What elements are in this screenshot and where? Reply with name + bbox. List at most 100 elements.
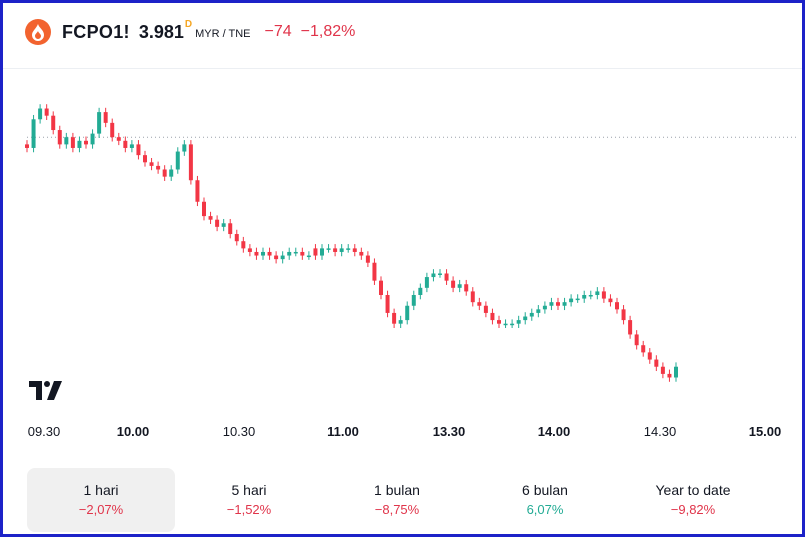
candle bbox=[221, 218, 226, 232]
period-label: 5 hari bbox=[231, 482, 267, 498]
period-change: −8,75% bbox=[374, 502, 420, 517]
candle bbox=[418, 283, 423, 300]
candle bbox=[346, 244, 351, 253]
candle-body bbox=[497, 320, 501, 324]
candle bbox=[523, 312, 528, 325]
candle-body bbox=[444, 273, 449, 281]
candle bbox=[608, 294, 613, 307]
currency-unit: MYR / TNE bbox=[195, 28, 251, 40]
candle-body bbox=[116, 137, 121, 141]
candle-body bbox=[424, 277, 429, 288]
candle bbox=[136, 140, 141, 160]
candle bbox=[444, 269, 449, 285]
candle-body bbox=[97, 112, 102, 134]
candle-body bbox=[70, 137, 75, 148]
symbol-name[interactable]: FCPO1! bbox=[62, 21, 130, 42]
candle-body bbox=[241, 241, 246, 249]
candle-body bbox=[123, 140, 128, 148]
period-1-day[interactable]: 1 hari −2,07% bbox=[27, 468, 175, 532]
candle bbox=[601, 287, 606, 303]
candle bbox=[634, 330, 639, 350]
candle-body bbox=[221, 223, 226, 227]
candle-body bbox=[300, 251, 305, 256]
period-5-days[interactable]: 5 hari −1,52% bbox=[175, 468, 323, 532]
candle bbox=[103, 107, 108, 128]
candle bbox=[536, 305, 541, 318]
tradingview-logo-icon bbox=[29, 381, 63, 406]
period-6-months[interactable]: 6 bulan 6,07% bbox=[471, 468, 619, 532]
candle-body bbox=[182, 144, 187, 152]
candle-body bbox=[333, 248, 338, 252]
candle bbox=[70, 132, 75, 153]
candle bbox=[306, 251, 311, 260]
candle-body bbox=[143, 155, 147, 163]
candle bbox=[529, 308, 534, 321]
candle-body bbox=[306, 255, 311, 258]
candle-body bbox=[411, 295, 416, 306]
candle-body bbox=[31, 119, 36, 148]
candle-body bbox=[215, 219, 220, 227]
candle bbox=[38, 104, 43, 124]
candle bbox=[621, 305, 626, 325]
x-axis-tick-label: 14.00 bbox=[538, 424, 571, 439]
candle-body bbox=[608, 298, 613, 303]
candle bbox=[647, 348, 652, 364]
candle bbox=[326, 244, 331, 253]
candle bbox=[293, 247, 298, 257]
candle-body bbox=[634, 334, 639, 346]
candle-body bbox=[667, 373, 672, 378]
candle-body bbox=[261, 251, 265, 256]
candle-body bbox=[103, 112, 108, 123]
candle bbox=[182, 140, 187, 156]
candle-body bbox=[516, 320, 521, 324]
price-chart[interactable]: 09.30 10.00 10.30 11.00 13.30 14.00 14.30 15.00 bbox=[3, 69, 802, 449]
candle-body bbox=[25, 144, 29, 148]
candle bbox=[464, 279, 469, 296]
candle-body bbox=[654, 359, 659, 367]
candle bbox=[123, 136, 128, 153]
candle-body bbox=[542, 305, 547, 310]
candle-body bbox=[320, 248, 324, 256]
candle-body bbox=[523, 316, 528, 321]
candle-body bbox=[274, 255, 279, 260]
period-1-month[interactable]: 1 bulan −8,75% bbox=[323, 468, 471, 532]
candle bbox=[372, 258, 377, 285]
candle-body bbox=[431, 273, 436, 278]
candle-body bbox=[621, 309, 626, 321]
candle bbox=[575, 294, 580, 303]
candle bbox=[247, 244, 252, 257]
flame-icon bbox=[25, 19, 51, 45]
period-year-to-date[interactable]: Year to date −9,82% bbox=[619, 468, 767, 532]
period-performance-bar: 1 hari −2,07% 5 hari −1,52% 1 bulan −8,7… bbox=[27, 468, 767, 532]
candle bbox=[451, 276, 456, 293]
candle bbox=[156, 161, 161, 174]
candle bbox=[57, 125, 62, 149]
candle-body bbox=[470, 291, 475, 303]
period-change: 6,07% bbox=[526, 502, 564, 517]
candle-body bbox=[339, 248, 344, 252]
candle bbox=[385, 290, 390, 318]
candle bbox=[516, 315, 521, 328]
candle bbox=[202, 197, 206, 221]
candle-body bbox=[529, 312, 534, 317]
candle-body bbox=[457, 284, 462, 288]
period-change: −9,82% bbox=[670, 502, 716, 517]
candle-body bbox=[451, 280, 456, 288]
candle bbox=[175, 147, 180, 174]
candle bbox=[438, 269, 442, 278]
candle-body bbox=[674, 366, 678, 378]
candle-body bbox=[562, 302, 567, 306]
candle bbox=[405, 301, 410, 325]
candle-body bbox=[503, 323, 508, 326]
candle bbox=[365, 251, 370, 268]
candle bbox=[169, 165, 174, 181]
candle bbox=[195, 175, 200, 207]
price-change: −74 bbox=[264, 23, 292, 40]
candle-body bbox=[254, 251, 259, 256]
candle bbox=[339, 244, 344, 257]
candle-body bbox=[110, 122, 115, 138]
candle bbox=[615, 297, 619, 314]
candle-body bbox=[77, 140, 82, 148]
candle-body bbox=[575, 298, 580, 301]
candle-body bbox=[326, 248, 331, 250]
